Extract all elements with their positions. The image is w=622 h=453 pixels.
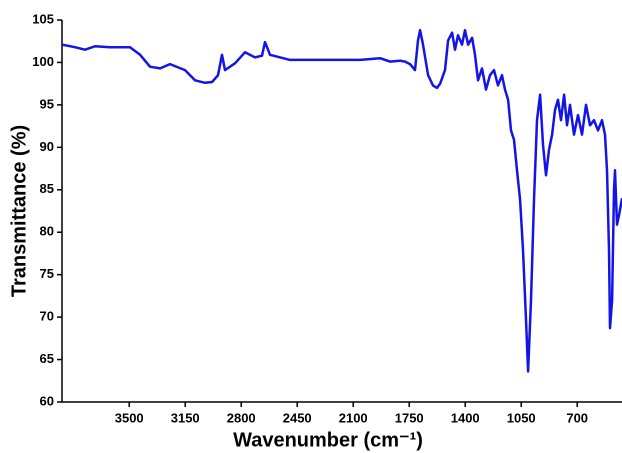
x-tick-label: 3150 <box>171 410 200 425</box>
y-tick-label: 65 <box>40 351 54 366</box>
x-tick-label: 2800 <box>227 410 256 425</box>
x-axis-title: Wavenumber (cm⁻¹) <box>233 429 423 451</box>
x-tick-label: 1050 <box>507 410 536 425</box>
y-tick-label: 105 <box>32 11 54 26</box>
x-tick-label: 700 <box>566 410 588 425</box>
y-tick-label: 80 <box>40 224 54 239</box>
x-tick-label: 2100 <box>339 410 368 425</box>
y-tick-label: 60 <box>40 393 54 408</box>
y-axis-title: Transmittance (%) <box>8 125 30 297</box>
spectrum-line <box>61 28 622 373</box>
y-tick-label: 85 <box>40 181 54 196</box>
y-tick-label: 100 <box>32 54 54 69</box>
y-tick-label: 70 <box>40 309 54 324</box>
x-tick-label: 2450 <box>283 410 312 425</box>
y-tick-label: 75 <box>40 266 54 281</box>
x-tick-label: 3500 <box>115 410 144 425</box>
x-tick-label: 1750 <box>395 410 424 425</box>
y-tick-label: 95 <box>40 96 54 111</box>
y-tick-label: 90 <box>40 139 54 154</box>
x-tick-label: 1400 <box>451 410 480 425</box>
